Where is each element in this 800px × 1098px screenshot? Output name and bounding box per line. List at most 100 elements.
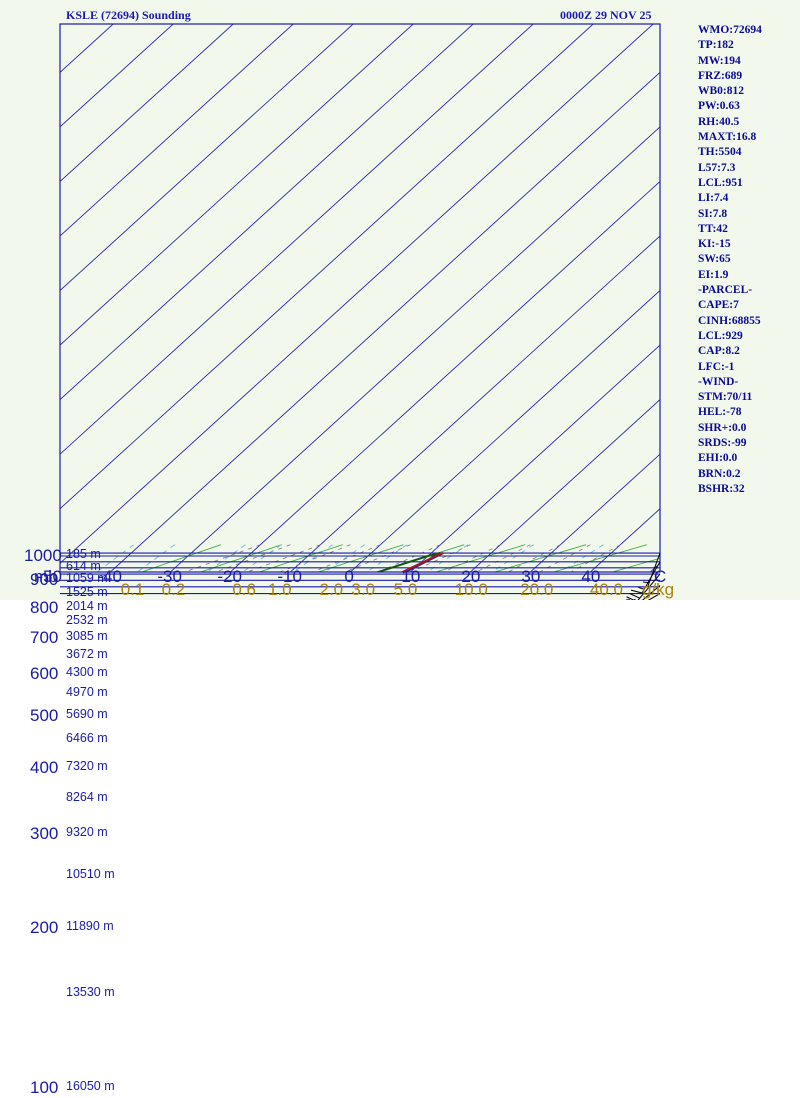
stat-line: LI:7.4: [698, 192, 729, 205]
isotherm-30: [530, 453, 660, 572]
plot-frame: [59, 23, 661, 573]
isotherm--30: [170, 126, 660, 572]
stat-line: EI:1.9: [698, 268, 729, 281]
height-tick-label: 13530 m: [66, 985, 115, 1000]
height-tick-label: 8264 m: [66, 789, 108, 804]
pressure-tick-label: 900: [30, 570, 59, 590]
height-tick-label: 614 m: [66, 558, 101, 573]
stat-line: PW:0.63: [698, 100, 740, 113]
pressure-tick-label: 400: [30, 757, 59, 777]
isotherm--50: [60, 24, 654, 564]
height-tick-label: 9320 m: [66, 825, 108, 840]
isotherm--70: [60, 24, 534, 455]
isotherm--110: [60, 24, 294, 237]
height-tick-label: 3672 m: [66, 646, 108, 661]
stat-line: WB0:812: [698, 85, 744, 98]
wind-barbs: [626, 552, 661, 600]
stat-line: STM:70/11: [698, 391, 753, 404]
mixing-ratio-tick-label: 0.6: [232, 580, 256, 599]
wind-barb: [628, 593, 661, 600]
stat-line: TP:182: [698, 39, 734, 52]
stat-line: TH:5504: [698, 146, 742, 159]
stat-line: MAXT:16.8: [698, 131, 757, 144]
temperature-tick-label: 0: [344, 567, 354, 586]
temperature-tick-label: -40: [97, 567, 122, 586]
temperature-tick-label: 30: [521, 567, 541, 586]
isotherm--40: [110, 71, 660, 572]
height-tick-label: 4300 m: [66, 665, 108, 680]
height-tick-label: 4970 m: [66, 685, 108, 700]
height-tick-label: 10510 m: [66, 867, 115, 882]
pressure-tick-label: 800: [30, 597, 59, 617]
temperature-tick-label: 20: [461, 567, 481, 586]
height-tick-label: 185 m: [66, 547, 101, 561]
pressure-tick-label: 100: [30, 1078, 59, 1097]
wind-barb: [626, 573, 661, 600]
stat-line: LCL:951: [698, 176, 743, 189]
mixing-ratio-tick-label: 40.0: [589, 580, 623, 599]
stat-line: -PARCEL-: [698, 284, 753, 297]
stat-line: SRDS:-99: [698, 437, 747, 450]
stat-line: CINH:68855: [698, 314, 761, 327]
stat-line: SHR+:0.0: [698, 421, 747, 434]
height-tick-label: 6466 m: [66, 731, 108, 746]
temperature-tick-label: -20: [217, 567, 242, 586]
stat-line: -WIND-: [698, 375, 739, 388]
isotherm-10: [410, 344, 660, 572]
isotherm--20: [230, 180, 660, 572]
pressure-tick-label: 600: [30, 664, 59, 684]
plot-area: [60, 24, 660, 572]
pressure-tick-label: 1000: [24, 546, 62, 565]
temperature-unit-label: C: [654, 567, 667, 586]
isotherm-0: [350, 289, 660, 572]
mixing-ratio-tick-label: 10.0: [454, 580, 488, 599]
mixing-ratio-tick-label: 20.0: [520, 580, 554, 599]
height-tick-label: 16050 m: [66, 1079, 115, 1093]
skew-t-plot: [0, 23, 661, 600]
plot-layers: [0, 24, 660, 572]
stat-line: RH:40.5: [698, 115, 740, 128]
isotherm--100: [60, 24, 354, 292]
station-title: KSLE (72694) Sounding: [66, 8, 191, 22]
stat-line: TT:42: [698, 222, 728, 235]
pressure-tick-label: 300: [30, 824, 59, 844]
pressure-tick-label: 500: [30, 706, 59, 726]
stat-line: HEL:-78: [698, 406, 742, 419]
height-tick-label: 2532 m: [66, 613, 108, 628]
sounding-time: 0000Z 29 NOV 25: [560, 8, 652, 22]
mixing-ratio-tick-label: 0.1: [120, 580, 145, 599]
pressure-tick-label: 200: [30, 917, 59, 937]
stat-line: SI:7.8: [698, 207, 728, 220]
mixing-ratio-tick-label: 2.0: [319, 580, 344, 599]
pressure-tick-label: 700: [30, 628, 59, 648]
stat-line: LFC:-1: [698, 360, 735, 373]
stat-line: SW:65: [698, 253, 731, 266]
height-tick-label: 1525 m: [66, 584, 108, 599]
isotherm--60: [60, 24, 594, 510]
mixing-ratio-tick-label: 1.0: [268, 580, 292, 599]
isotherm--150: [0, 24, 53, 572]
temperature-tick-label: -50: [37, 567, 62, 586]
stat-line: CAP:8.2: [698, 345, 740, 358]
isotherm--90: [60, 24, 414, 346]
pressure-unit-label: mb: [34, 567, 58, 586]
stat-line: EHI:0.0: [698, 452, 738, 465]
stat-line: CAPE:7: [698, 299, 739, 312]
isotherm--120: [60, 24, 234, 183]
stat-line: KI:-15: [698, 238, 731, 251]
isotherm--130: [60, 24, 174, 128]
height-tick-label: 7320 m: [66, 758, 108, 773]
isotherm--80: [60, 24, 474, 401]
temperature-tick-label: 40: [581, 567, 601, 586]
isobars: [60, 552, 660, 595]
stat-line: BSHR:32: [698, 482, 745, 495]
wind-barb: [630, 561, 661, 594]
mixing-ratio-tick-label: 3.0: [351, 580, 376, 599]
stat-line: MW:194: [698, 54, 741, 67]
stats-panel: WMO:72694 TP:182 MW:194 FRZ:689 WB0:812 PW:0.…: [698, 23, 762, 497]
mixing-ratio-tick-label: 0.2: [161, 580, 186, 599]
isotherm--10: [290, 235, 660, 572]
height-tick-label: 2014 m: [66, 598, 108, 613]
stat-line: LCL:929: [698, 329, 743, 342]
stat-line: BRN:0.2: [698, 467, 741, 480]
